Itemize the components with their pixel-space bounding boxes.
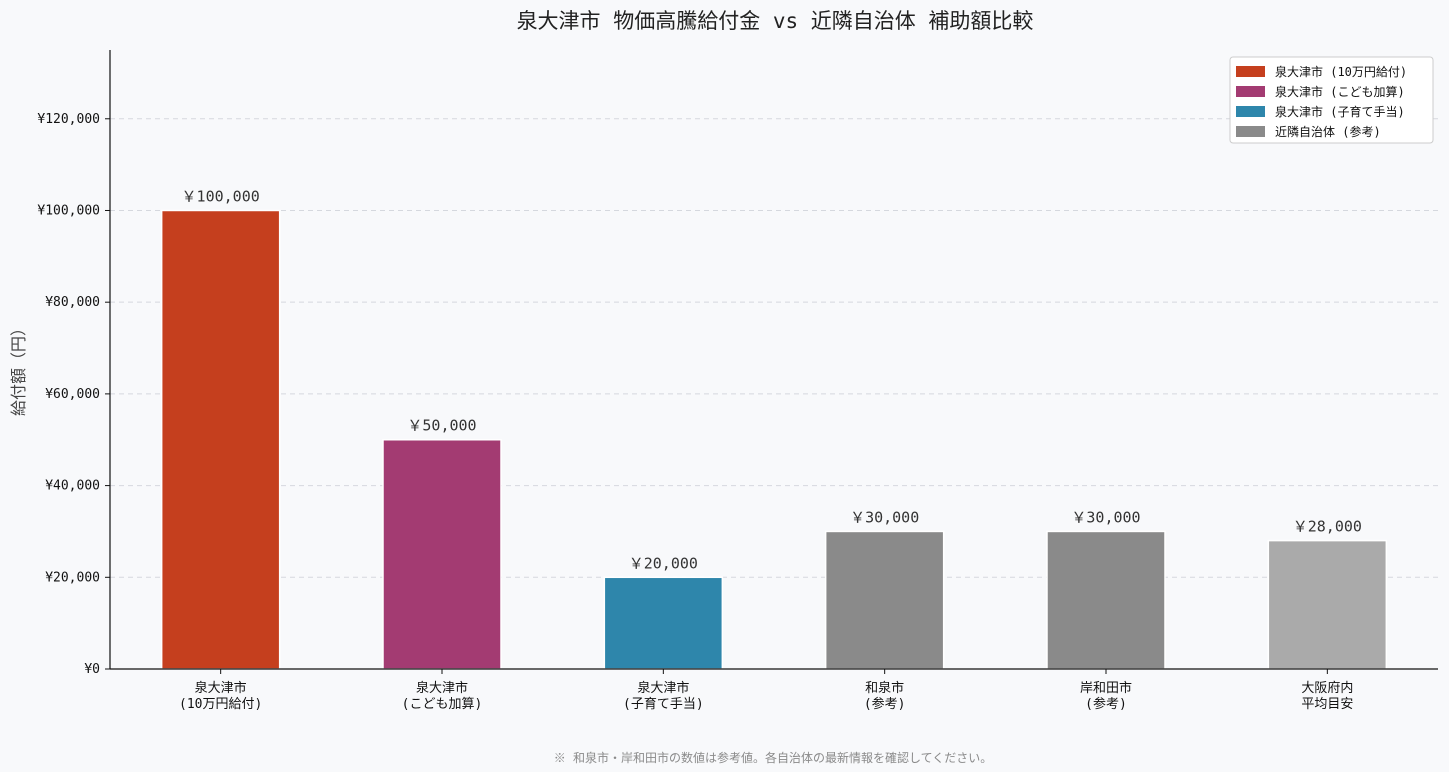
value-label: ￥50,000 — [407, 417, 476, 435]
legend: 泉大津市 (10万円給付) 泉大津市 (こども加算) 泉大津市 (子育て手当) 近隣自… — [1229, 56, 1434, 144]
y-tick-label: ¥60,000 — [45, 387, 100, 402]
legend-swatch — [1236, 86, 1265, 97]
x-tick-label: 大阪府内平均目安 — [1301, 680, 1353, 712]
gridlines — [110, 118, 1438, 578]
chart-footnote: ※ 和泉市・岸和田市の数値は参考値。各自治体の最新情報を確認してください。 — [554, 750, 993, 765]
x-tick-label: 泉大津市(10万円給付) — [179, 680, 262, 712]
legend-box — [1229, 56, 1434, 144]
bar — [603, 576, 724, 670]
legend-label: 泉大津市 (子育て手当) — [1275, 104, 1405, 119]
legend-label: 泉大津市 (10万円給付) — [1275, 64, 1407, 79]
bar — [382, 438, 502, 670]
bar — [1267, 539, 1388, 670]
value-label: ￥30,000 — [850, 508, 919, 526]
axes — [109, 50, 1438, 670]
legend-swatch — [1236, 66, 1265, 77]
x-tick-label: 岸和田市(参考) — [1080, 680, 1132, 712]
y-tick-label: ¥100,000 — [37, 203, 100, 218]
x-tick-label: 泉大津市(こども加算) — [402, 680, 483, 712]
value-label: ￥20,000 — [629, 554, 698, 572]
x-tick-label: 和泉市(参考) — [864, 680, 906, 712]
bar — [160, 209, 281, 670]
value-labels: ￥100,000 ￥50,000 ￥20,000 ￥30,000 ￥30,000 ￥28,… — [182, 187, 1362, 572]
y-axis-label: 給付額（円） — [9, 320, 28, 416]
y-tick-label: ¥0 — [84, 662, 100, 677]
bar — [824, 530, 945, 670]
y-ticks: ¥0 ¥20,000 ¥40,000 ¥60,000 ¥80,000 ¥100,000 ¥1… — [37, 112, 110, 677]
value-label: ￥100,000 — [182, 187, 260, 205]
legend-swatch — [1236, 126, 1265, 137]
bar — [1046, 530, 1166, 670]
y-tick-label: ¥80,000 — [45, 295, 100, 310]
legend-label: 近隣自治体 (参考) — [1275, 124, 1381, 139]
legend-label: 泉大津市 (こども加算) — [1275, 84, 1405, 99]
y-tick-label: ¥120,000 — [37, 112, 100, 127]
legend-swatch — [1236, 106, 1265, 117]
y-tick-label: ¥20,000 — [45, 570, 100, 585]
value-label: ￥28,000 — [1293, 518, 1362, 536]
value-label: ￥30,000 — [1071, 508, 1140, 526]
x-tick-label: 泉大津市(子育て手当) — [623, 680, 704, 712]
y-tick-label: ¥40,000 — [45, 479, 100, 494]
chart-title: 泉大津市 物価高騰給付金 vs 近隣自治体 補助額比較 — [517, 9, 1034, 33]
bars — [160, 209, 1388, 670]
x-ticks: 泉大津市(10万円給付) 泉大津市(こども加算) 泉大津市(子育て手当) 和泉市(参考… — [179, 669, 1353, 712]
